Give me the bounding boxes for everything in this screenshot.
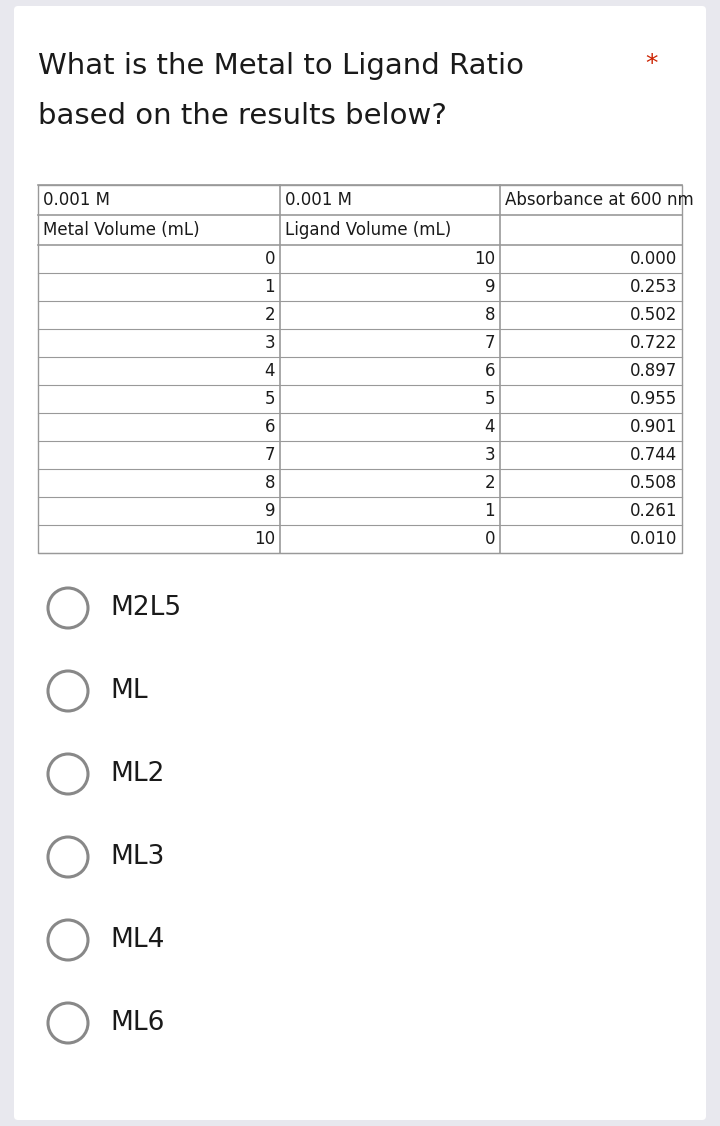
Text: 3: 3 (264, 334, 275, 352)
Circle shape (48, 920, 88, 960)
Text: 0.001 M: 0.001 M (285, 191, 352, 209)
Text: 0.955: 0.955 (630, 390, 677, 408)
Text: 2: 2 (264, 306, 275, 324)
Text: 1: 1 (485, 502, 495, 520)
Text: 8: 8 (264, 474, 275, 492)
Text: Metal Volume (mL): Metal Volume (mL) (43, 221, 199, 239)
Text: ML4: ML4 (110, 927, 164, 953)
Text: What is the Metal to Ligand Ratio: What is the Metal to Ligand Ratio (38, 52, 524, 80)
Text: 0.722: 0.722 (629, 334, 677, 352)
Text: 0.508: 0.508 (630, 474, 677, 492)
Text: 10: 10 (474, 250, 495, 268)
Text: 9: 9 (264, 502, 275, 520)
Circle shape (48, 671, 88, 711)
Text: 9: 9 (485, 278, 495, 296)
Text: 3: 3 (485, 446, 495, 464)
Text: 0.253: 0.253 (629, 278, 677, 296)
Text: 6: 6 (264, 418, 275, 436)
Text: M2L5: M2L5 (110, 595, 181, 622)
Text: ML: ML (110, 678, 148, 704)
Circle shape (48, 754, 88, 794)
Text: 0.897: 0.897 (630, 361, 677, 379)
Text: Ligand Volume (mL): Ligand Volume (mL) (285, 221, 451, 239)
Circle shape (48, 588, 88, 628)
Text: 0.001 M: 0.001 M (43, 191, 110, 209)
Bar (38, 185, 682, 553)
Text: Absorbance at 600 nm: Absorbance at 600 nm (505, 191, 694, 209)
Text: 2: 2 (485, 474, 495, 492)
Text: 0.901: 0.901 (629, 418, 677, 436)
Text: 0: 0 (485, 530, 495, 548)
Text: 5: 5 (485, 390, 495, 408)
Text: *: * (645, 52, 657, 75)
Text: ML3: ML3 (110, 844, 164, 870)
Text: ML2: ML2 (110, 761, 164, 787)
Text: ML6: ML6 (110, 1010, 164, 1036)
Text: 0.000: 0.000 (630, 250, 677, 268)
FancyBboxPatch shape (14, 6, 706, 1120)
Text: 8: 8 (485, 306, 495, 324)
Text: 1: 1 (264, 278, 275, 296)
Circle shape (48, 1003, 88, 1043)
Text: 7: 7 (264, 446, 275, 464)
Text: 0.261: 0.261 (629, 502, 677, 520)
Text: based on the results below?: based on the results below? (38, 102, 447, 129)
Text: 10: 10 (254, 530, 275, 548)
Text: 0: 0 (264, 250, 275, 268)
Circle shape (48, 837, 88, 877)
Text: 4: 4 (485, 418, 495, 436)
Text: 4: 4 (264, 361, 275, 379)
Text: 7: 7 (485, 334, 495, 352)
Text: 0.502: 0.502 (629, 306, 677, 324)
Text: 5: 5 (264, 390, 275, 408)
Text: 0.744: 0.744 (630, 446, 677, 464)
Text: 6: 6 (485, 361, 495, 379)
Text: 0.010: 0.010 (629, 530, 677, 548)
